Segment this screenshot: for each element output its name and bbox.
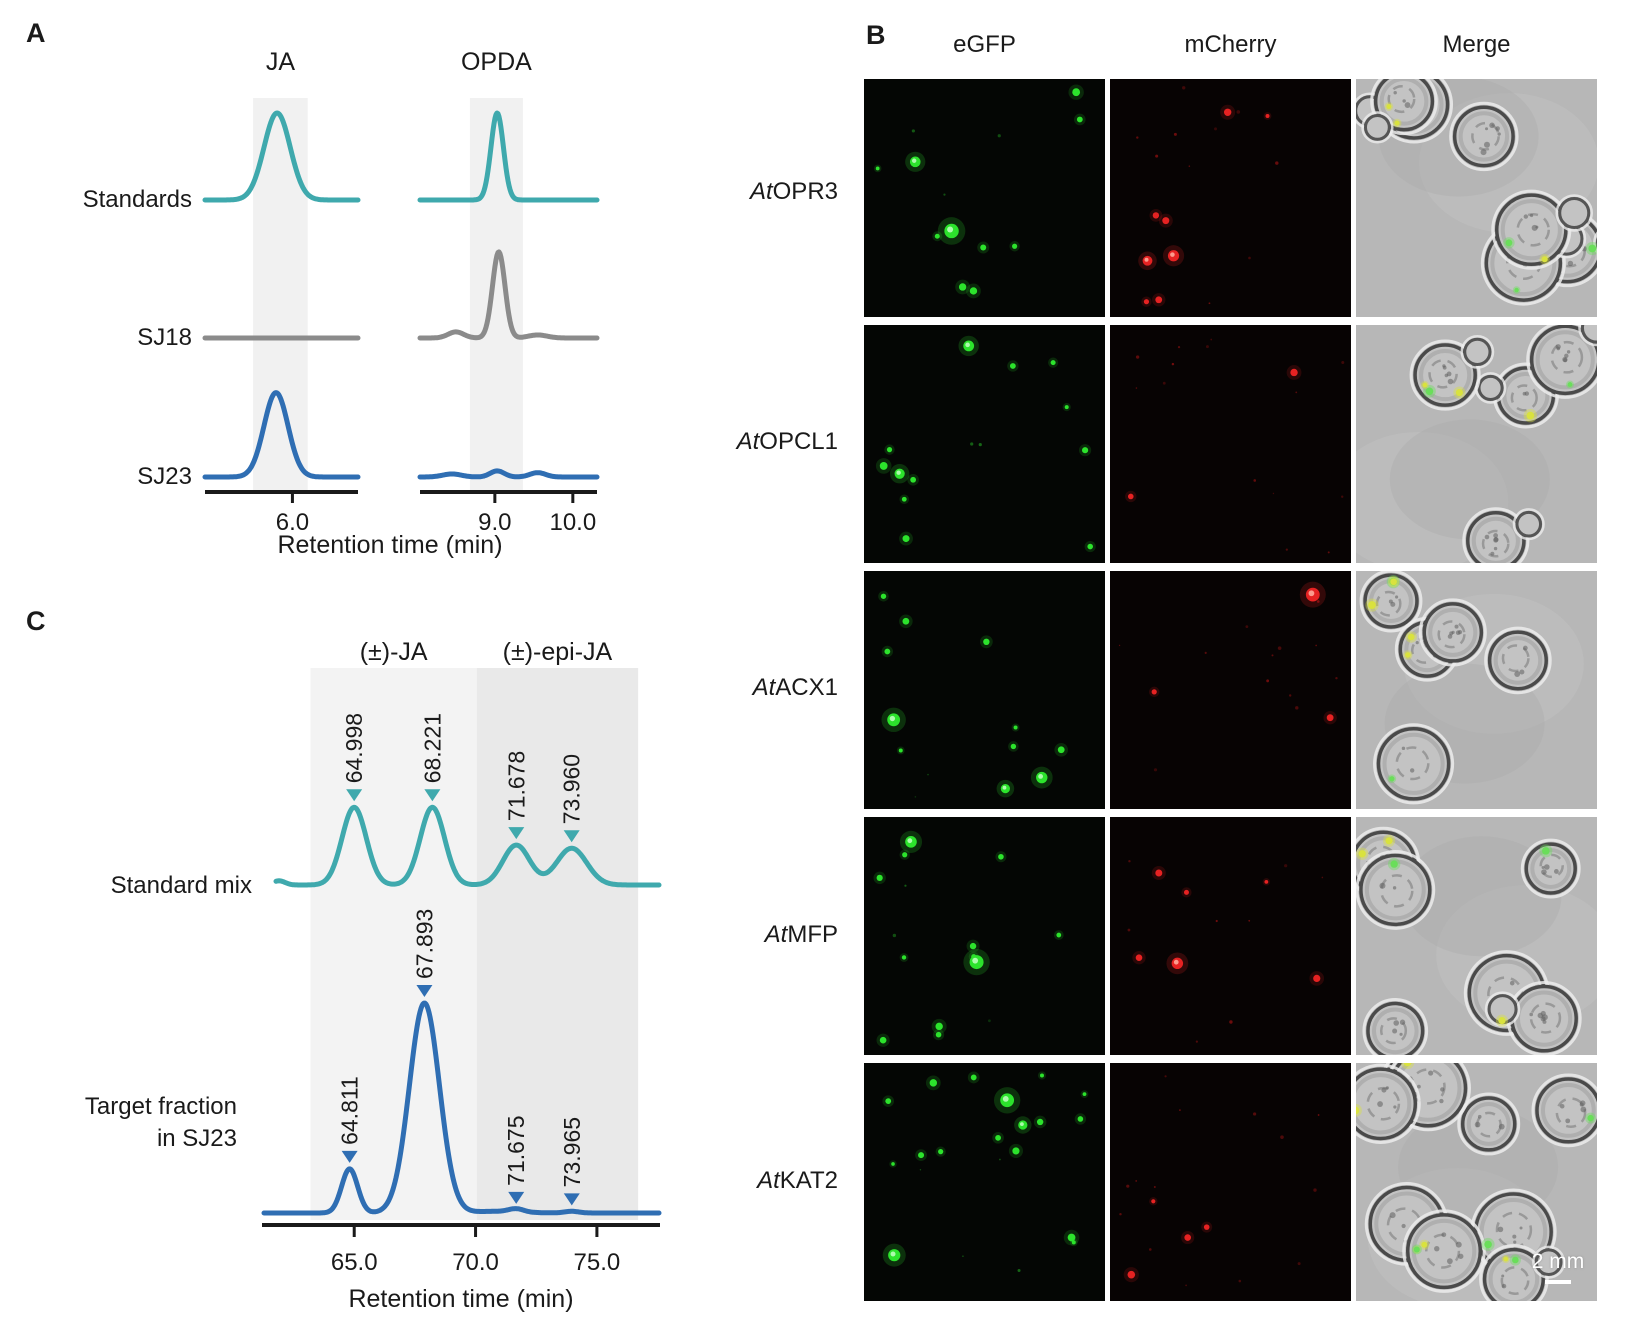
shaded-region <box>476 668 639 1220</box>
region-label: (±)-epi-JA <box>503 638 613 666</box>
species-prefix: At <box>752 674 776 701</box>
scale-bar-label: 2 mm <box>1531 1250 1585 1273</box>
panel-c-label: C <box>26 606 46 636</box>
micrograph-acx1-merge <box>1356 571 1597 809</box>
trace-standard-mix <box>273 804 662 888</box>
tick-label: 9.0 <box>478 509 511 536</box>
micrograph-opr3-egfp <box>864 79 1105 317</box>
micrograph-acx1-mcherry <box>1110 571 1351 809</box>
peak-marker <box>563 1193 580 1206</box>
tick-label: 70.0 <box>452 1249 499 1276</box>
column-header-mcherry: mCherry <box>1184 31 1277 58</box>
peak-marker <box>346 789 363 802</box>
micrograph-acx1-egfp <box>864 571 1105 809</box>
group-header: OPDA <box>461 48 532 76</box>
peak-label: 64.998 <box>341 713 367 783</box>
gene-name: MFP <box>787 921 838 948</box>
tick-label: 65.0 <box>331 1249 378 1276</box>
tick-label: 10.0 <box>549 509 596 536</box>
trace-target-fraction-sj23 <box>261 1000 662 1216</box>
group-header: JA <box>266 48 296 76</box>
peak-marker <box>563 830 580 843</box>
peak-label: 73.965 <box>559 1117 585 1187</box>
peak-marker <box>341 1150 358 1163</box>
micrograph-mfp-merge <box>1356 817 1597 1055</box>
micrograph-kat2-egfp <box>864 1063 1105 1301</box>
row-label-opr3: AtOPR3 <box>618 177 838 207</box>
region-label: (±)-JA <box>360 638 428 666</box>
trace-label-sj23: SJ23 <box>137 463 192 490</box>
trace-label: in SJ23 <box>157 1125 237 1152</box>
peak-label: 71.678 <box>503 751 529 821</box>
shaded-region <box>310 668 477 1220</box>
tick-label: 75.0 <box>574 1249 621 1276</box>
micrograph-background <box>1110 817 1351 1055</box>
scale-bar-line <box>1545 1280 1571 1284</box>
tick-label: 6.0 <box>276 509 309 536</box>
gene-name: OPCL1 <box>759 428 838 455</box>
panel-b-label: B <box>866 20 886 50</box>
micrograph-kat2-merge <box>1356 1063 1597 1301</box>
micrograph-mfp-egfp <box>864 817 1105 1055</box>
peak-label: 71.675 <box>503 1115 529 1185</box>
peak-label: 68.221 <box>419 713 445 783</box>
shaded-band <box>469 98 523 490</box>
column-header-merge: Merge <box>1442 31 1511 58</box>
micrograph-background <box>864 325 1105 563</box>
row-label-mfp: AtMFP <box>618 920 838 950</box>
panel-a-chromatograms: JA 6.0 OPDA 9.0 10.0 Standards SJ18 SJ23 Retenti… <box>83 48 600 559</box>
trace-standards-opda <box>417 110 600 203</box>
trace-sj23-opda <box>417 468 600 480</box>
micrograph-background <box>864 79 1105 317</box>
trace-sj23-ja <box>202 390 361 480</box>
micrograph-opcl1-mcherry <box>1110 325 1351 563</box>
species-prefix: At <box>736 428 760 455</box>
micrograph-opr3-merge <box>1356 79 1597 317</box>
micrograph-opcl1-egfp <box>864 325 1105 563</box>
row-label-opcl1: AtOPCL1 <box>618 427 838 457</box>
trace-standards-ja <box>202 110 361 203</box>
row-label-acx1: AtACX1 <box>618 673 838 703</box>
micrograph-background <box>1110 1063 1351 1301</box>
x-axis-title: Retention time (min) <box>348 1285 573 1313</box>
trace-label: Target fraction <box>85 1093 237 1120</box>
peak-label: 73.960 <box>559 754 585 824</box>
micrograph-background <box>864 1063 1105 1301</box>
peak-marker <box>508 827 525 840</box>
trace-label-sj18: SJ18 <box>137 324 192 351</box>
panel-a-label: A <box>26 18 46 48</box>
micrograph-opr3-mcherry <box>1110 79 1351 317</box>
species-prefix: At <box>749 178 773 205</box>
x-axis-title: Retention time (min) <box>277 531 502 559</box>
peak-marker <box>416 985 433 997</box>
gene-name: ACX1 <box>775 674 838 701</box>
species-prefix: At <box>757 1167 780 1194</box>
gene-name: OPR3 <box>772 178 838 205</box>
trace-sj18-opda <box>417 249 600 341</box>
scale-bar: 2 mm <box>1518 1250 1598 1284</box>
micrograph-opcl1-merge <box>1356 325 1597 563</box>
micrograph-kat2-mcherry <box>1110 1063 1351 1301</box>
peak-label: 64.811 <box>337 1076 363 1145</box>
panel-c-chromatograms: (±)-JA (±)-epi-JA 64.998 68.221 71.678 73.960… <box>85 638 662 1313</box>
micrograph-background <box>1110 79 1351 317</box>
micrograph-background <box>864 571 1105 809</box>
column-header-egfp: eGFP <box>953 31 1016 58</box>
micrograph-background <box>1110 325 1351 563</box>
micrograph-mfp-mcherry <box>1110 817 1351 1055</box>
species-prefix: At <box>764 921 788 948</box>
peak-label: 67.893 <box>411 909 437 979</box>
peak-marker <box>424 789 441 802</box>
trace-label: Standard mix <box>111 872 252 899</box>
peak-marker <box>508 1191 525 1204</box>
trace-label-standards: Standards <box>83 186 192 213</box>
micrograph-background <box>1110 571 1351 809</box>
row-label-kat2: AtKAT2 <box>618 1166 838 1196</box>
gene-name: KAT2 <box>779 1167 838 1194</box>
